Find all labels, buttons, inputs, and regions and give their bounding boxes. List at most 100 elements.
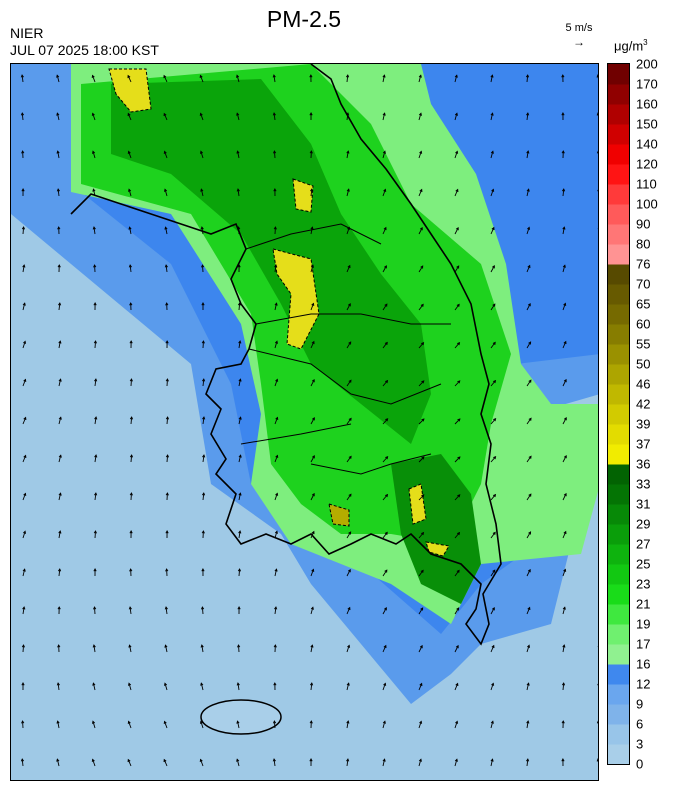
wind-arrow bbox=[346, 645, 350, 653]
wind-arrow-head bbox=[237, 644, 241, 648]
wind-arrow bbox=[273, 75, 276, 83]
wind-arrow bbox=[346, 151, 349, 159]
wind-arrow bbox=[418, 265, 424, 273]
wind-arrow bbox=[346, 569, 351, 577]
wind-arrow-head bbox=[92, 226, 96, 230]
wind-arrow-head bbox=[238, 340, 242, 344]
wind-arrow-head bbox=[165, 568, 169, 572]
legend-tick-label: 100 bbox=[636, 196, 658, 212]
wind-arrow-head bbox=[165, 530, 169, 534]
wind-arrow bbox=[93, 227, 96, 235]
wind-arrow-head bbox=[201, 530, 205, 534]
wind-arrow bbox=[526, 379, 532, 387]
wind-arrow-head bbox=[199, 112, 203, 116]
wind-arrow-head bbox=[312, 455, 315, 459]
wind-arrow bbox=[382, 303, 388, 311]
wind-arrow bbox=[526, 531, 531, 539]
wind-arrow bbox=[490, 683, 494, 691]
wind-arrow bbox=[490, 303, 496, 311]
wind-arrow bbox=[526, 758, 529, 767]
wind-arrow-head bbox=[525, 74, 530, 78]
wind-arrow-head bbox=[200, 226, 204, 230]
wind-arrow-head bbox=[456, 265, 460, 269]
wind-arrow-head bbox=[93, 340, 97, 344]
wind-arrow-head bbox=[348, 455, 352, 459]
wind-arrow-head bbox=[421, 341, 425, 346]
wind-arrow bbox=[490, 721, 494, 729]
wind-arrow bbox=[526, 265, 531, 273]
wind-arrow-head bbox=[163, 720, 167, 724]
legend-tick-label: 16 bbox=[636, 656, 651, 672]
wind-arrow bbox=[346, 74, 349, 83]
wind-arrow-head bbox=[20, 74, 24, 78]
legend-tick-label: 23 bbox=[636, 576, 651, 592]
wind-arrow-head bbox=[129, 530, 133, 534]
wind-arrow-head bbox=[347, 568, 351, 573]
wind-arrow-head bbox=[382, 150, 386, 154]
wind-arrow-head bbox=[128, 226, 132, 230]
wind-arrow bbox=[310, 682, 313, 691]
wind-arrow bbox=[94, 379, 97, 387]
wind-arrow-head bbox=[455, 226, 459, 231]
wind-arrow bbox=[164, 189, 168, 197]
wind-arrow-head bbox=[92, 150, 96, 154]
hotspot-northwest bbox=[108, 68, 152, 113]
wind-arrow-head bbox=[309, 112, 313, 116]
wind-arrow-head bbox=[346, 188, 350, 192]
wind-arrow bbox=[597, 151, 598, 153]
wind-arrow bbox=[382, 683, 386, 691]
wind-arrow-head bbox=[129, 378, 133, 382]
wind-arrow bbox=[490, 75, 493, 83]
wind-arrow bbox=[597, 759, 598, 763]
wind-arrow bbox=[454, 683, 459, 691]
wind-arrow-head bbox=[238, 454, 242, 458]
wind-arrow bbox=[346, 493, 352, 501]
wind-arrow bbox=[202, 378, 205, 387]
wind-arrow bbox=[418, 683, 423, 691]
wind-arrow bbox=[94, 417, 97, 425]
legend-tick-label: 17 bbox=[636, 636, 651, 652]
wind-arrow-head bbox=[20, 758, 25, 762]
wind-arrow bbox=[418, 418, 425, 425]
wind-arrow bbox=[127, 75, 132, 83]
wind-arrow-head bbox=[237, 568, 242, 572]
wind-arrow bbox=[454, 418, 461, 425]
legend-swatch bbox=[608, 84, 629, 105]
wind-arrow bbox=[22, 569, 26, 577]
legend-tick-label: 3 bbox=[636, 736, 644, 752]
wind-arrow bbox=[454, 759, 458, 767]
wind-arrow-head bbox=[310, 644, 314, 648]
wind-arrow bbox=[58, 455, 62, 463]
wind-arrow bbox=[382, 227, 387, 235]
wind-arrow bbox=[238, 455, 242, 463]
wind-arrow-head bbox=[56, 74, 60, 78]
wind-arrow bbox=[94, 340, 97, 349]
wind-arrow-head bbox=[94, 454, 98, 458]
wind-arrow bbox=[22, 644, 25, 653]
wind-arrow-head bbox=[526, 150, 530, 154]
wind-arrow-head bbox=[492, 493, 497, 498]
wind-arrow bbox=[56, 75, 60, 83]
legend-swatch bbox=[608, 324, 629, 345]
wind-arrow-head bbox=[200, 644, 204, 648]
wind-arrow-head bbox=[420, 303, 424, 307]
unit-exponent: 3 bbox=[643, 38, 648, 47]
wind-arrow bbox=[236, 75, 240, 83]
wind-arrow-head bbox=[419, 682, 423, 687]
wind-arrow bbox=[238, 341, 241, 349]
wind-arrow-head bbox=[310, 264, 314, 268]
wind-arrow-head bbox=[563, 378, 567, 383]
legend-tick-label: 90 bbox=[636, 216, 651, 232]
legend-swatch bbox=[608, 544, 629, 565]
wind-arrow bbox=[526, 189, 530, 197]
legend-tick-label: 12 bbox=[636, 676, 651, 692]
wind-arrow-head bbox=[527, 568, 531, 573]
wind-arrow bbox=[200, 189, 204, 197]
wind-arrow bbox=[490, 759, 493, 767]
wind-arrow-head bbox=[309, 720, 313, 724]
wind-arrow bbox=[130, 454, 133, 463]
wind-arrow-head bbox=[562, 606, 566, 610]
wind-arrow-head bbox=[21, 644, 25, 648]
wind-arrow bbox=[94, 455, 97, 463]
legend-tick-label: 27 bbox=[636, 536, 651, 552]
